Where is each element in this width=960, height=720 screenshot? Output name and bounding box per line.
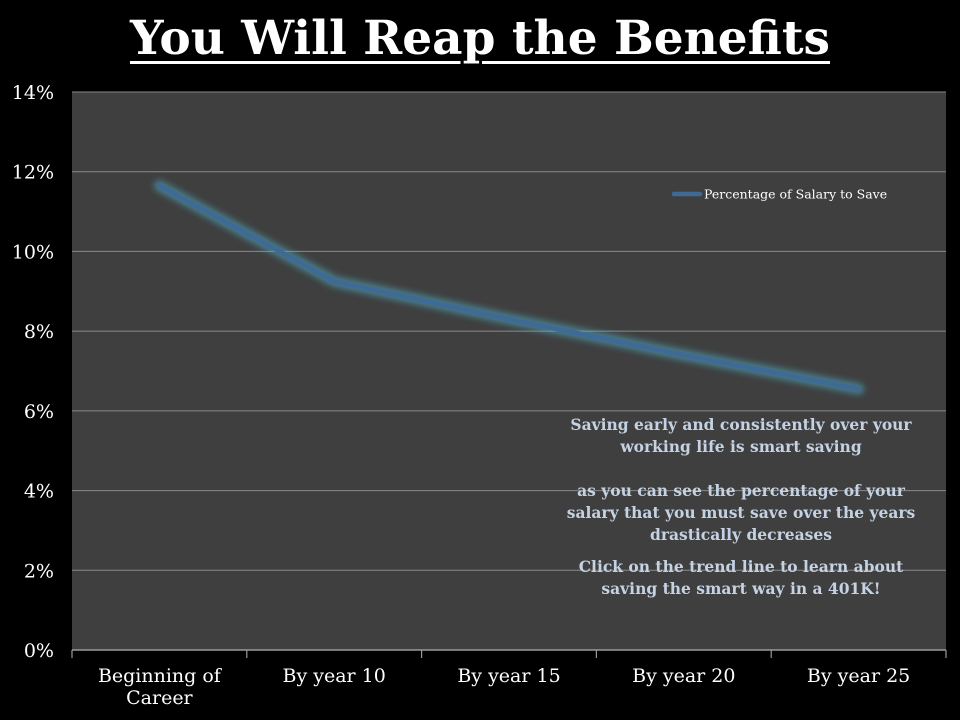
x-tick-label: By year 25 xyxy=(807,665,910,687)
annotation-paragraph-3[interactable]: Click on the trend line to learn about s… xyxy=(578,557,904,598)
x-tick-label: Beginning of Career xyxy=(98,665,223,709)
x-tick-label: By year 15 xyxy=(457,665,560,687)
x-tick-label: By year 20 xyxy=(632,665,735,687)
gridlines xyxy=(72,91,946,651)
annotation-paragraph-2: as you can see the percentage of your sa… xyxy=(566,481,916,544)
y-tick-label: 2% xyxy=(24,560,54,582)
y-tick-label: 0% xyxy=(24,640,54,662)
plot-area xyxy=(72,92,946,650)
data-point[interactable] xyxy=(157,184,161,188)
data-point[interactable] xyxy=(682,353,686,357)
legend: Percentage of Salary to Save xyxy=(671,187,887,202)
y-tick-label: 12% xyxy=(12,162,54,184)
y-tick-label: 6% xyxy=(24,401,54,423)
slide-title: You Will Reap the Benefits xyxy=(129,11,831,66)
annotation-text: Saving early and consistently over your … xyxy=(558,414,924,600)
data-point[interactable] xyxy=(507,317,511,321)
annotation-paragraph-1: Saving early and consistently over your … xyxy=(570,415,912,456)
data-point[interactable] xyxy=(332,279,336,283)
legend-label: Percentage of Salary to Save xyxy=(704,187,887,202)
y-tick-label: 14% xyxy=(12,82,54,104)
data-point[interactable] xyxy=(857,387,861,391)
x-tick-label: By year 10 xyxy=(283,665,386,687)
y-axis-ticks: 0% 2% 4% 6% 8% 10% 12% 14% xyxy=(12,82,54,662)
x-axis: Beginning of Career By year 10 By year 15 By… xyxy=(71,649,947,709)
y-tick-label: 8% xyxy=(24,321,54,343)
y-tick-label: 10% xyxy=(12,241,54,263)
series-layer[interactable] xyxy=(153,180,865,395)
y-tick-label: 4% xyxy=(24,481,54,503)
